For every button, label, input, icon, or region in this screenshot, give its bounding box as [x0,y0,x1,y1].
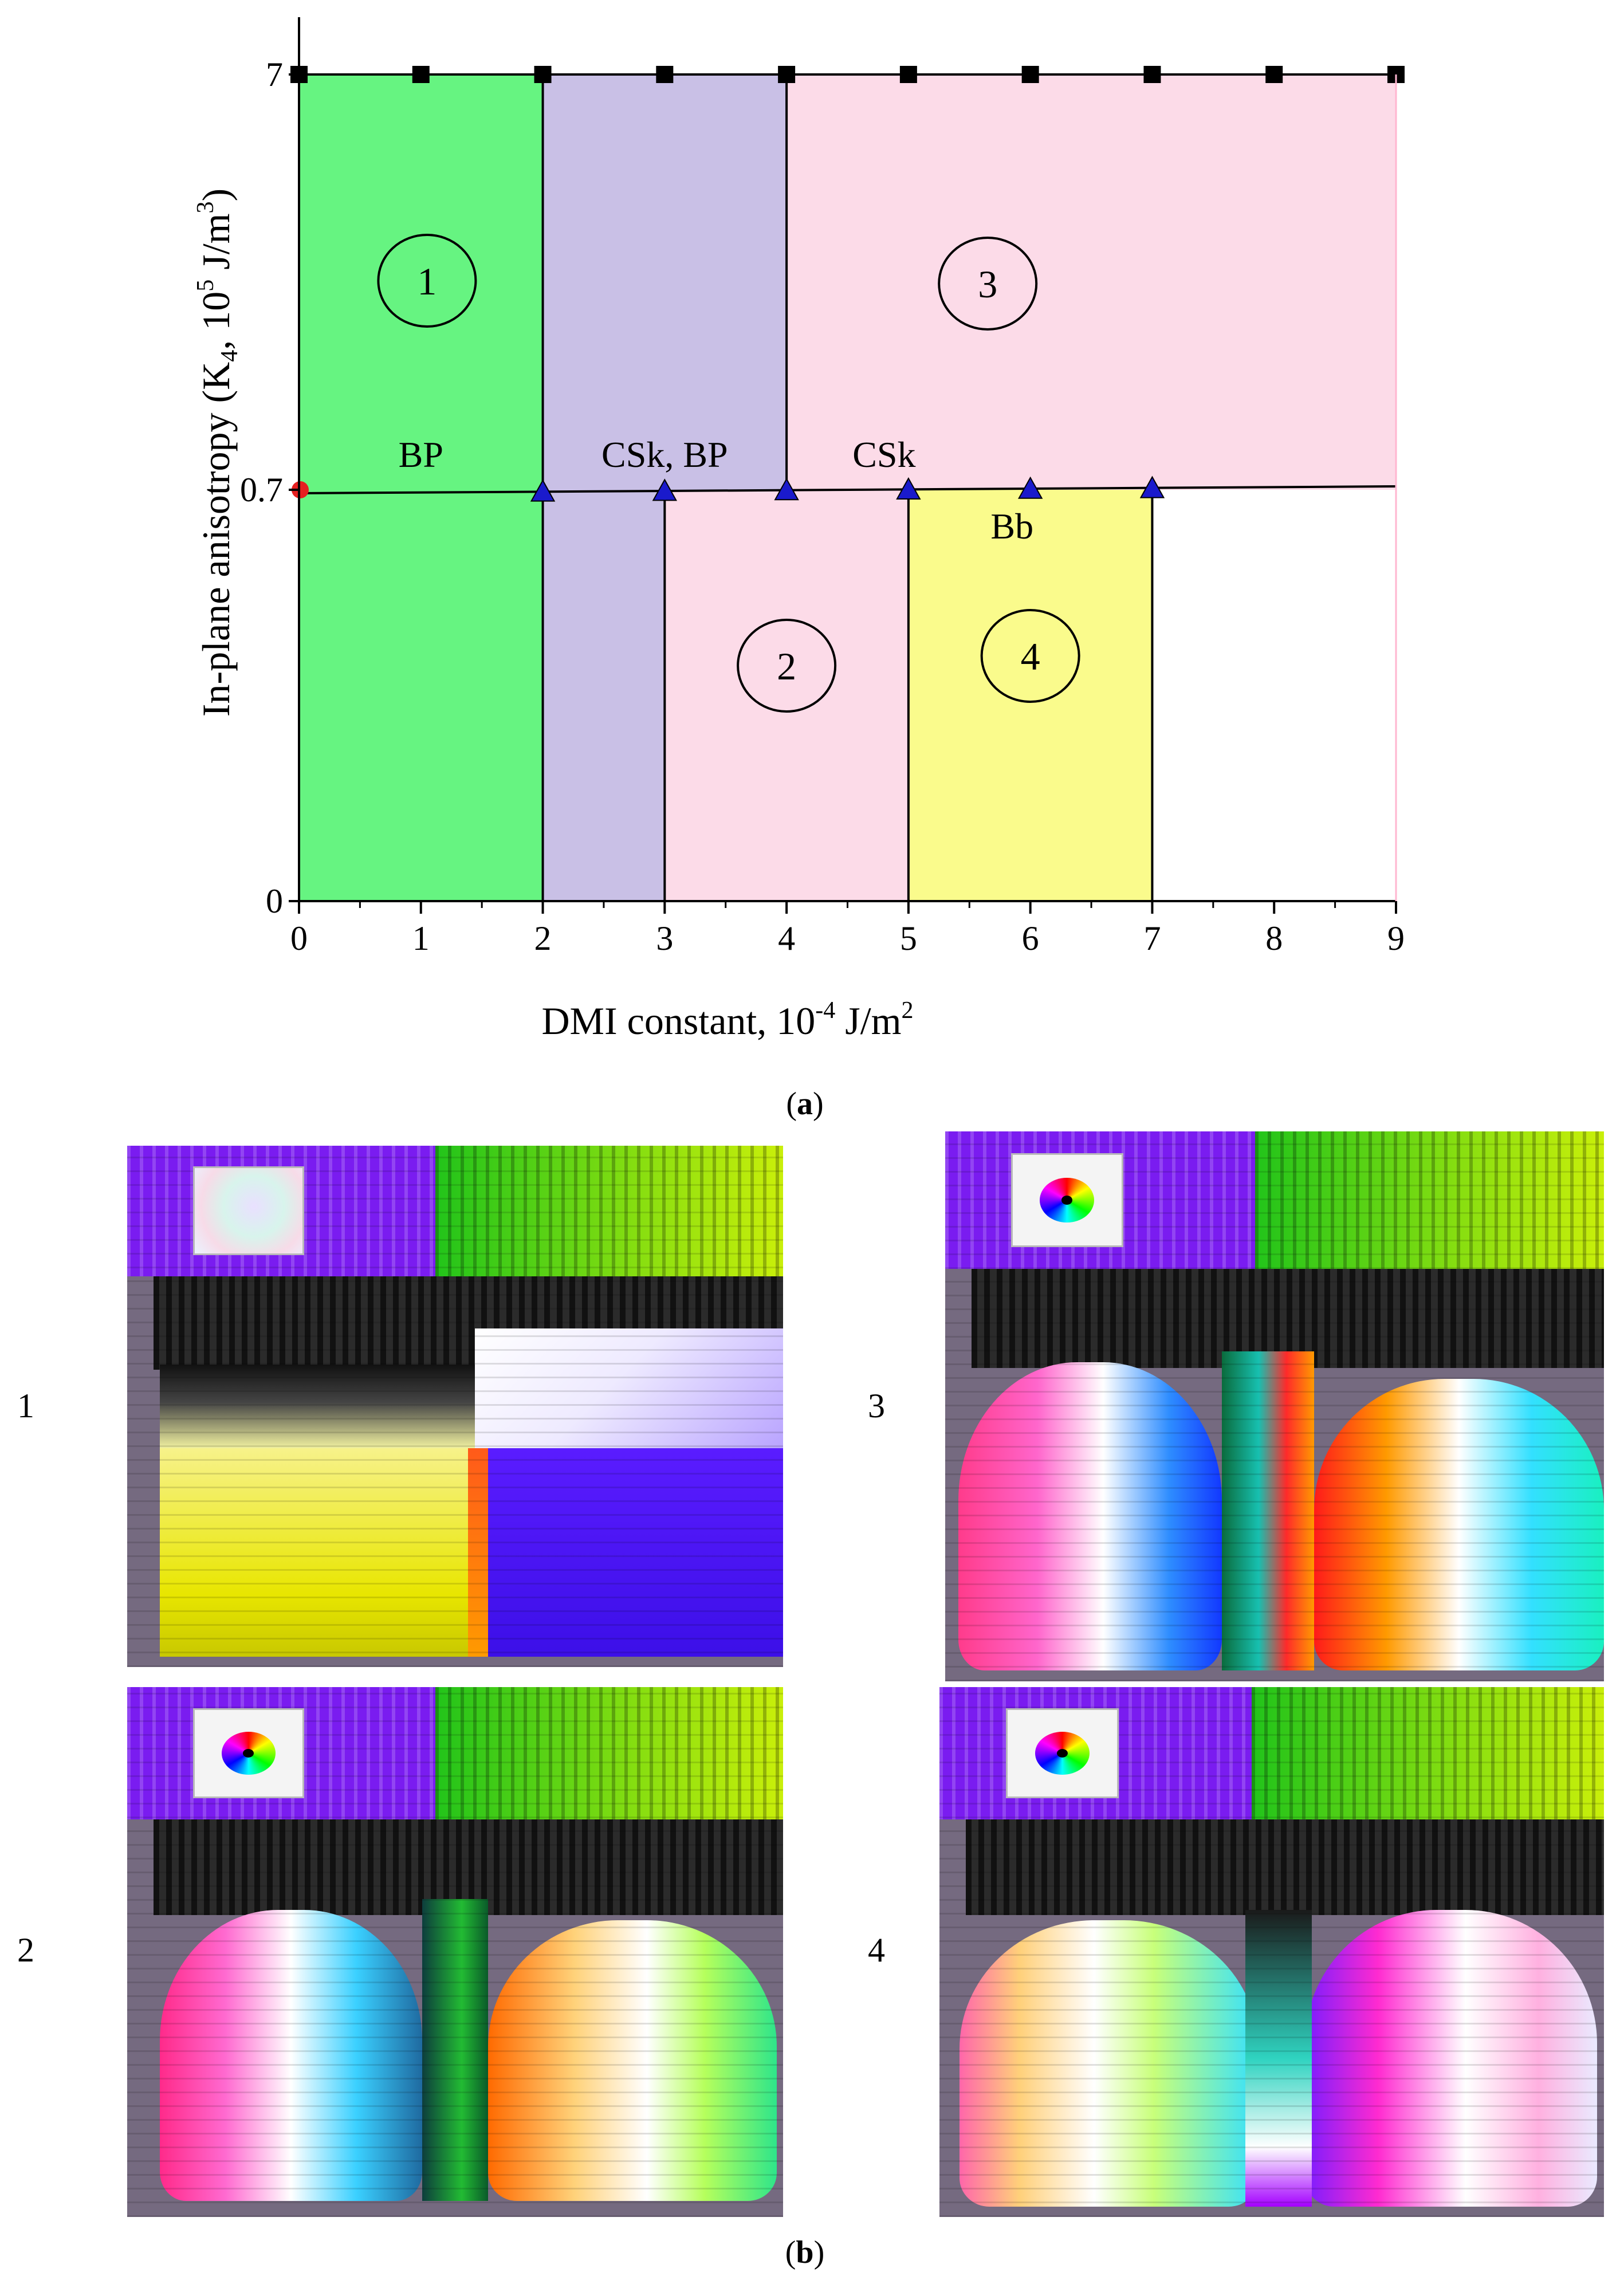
phase-regions [299,74,1396,901]
boundary-y-0-7 [298,485,1397,494]
spin-texture-1 [127,1146,783,1667]
phase-region-5 [664,490,909,901]
x-tick-label-8: 8 [1265,919,1283,957]
region-number-circle-2 [737,619,837,713]
triangle-marker-x4 [774,478,799,501]
phase-label-2: CSk, BP [601,434,728,475]
phase-boundaries [298,73,1397,901]
spin-texture-4 [939,1687,1604,2217]
spin-texture-2 [127,1687,783,2217]
phase-diagram-chart: 0 1 2 3 4 5 6 7 8 9 0 0.7 7 BP CSk, BP CSk Bb 1 3 2 4 DMI c… [192,17,1405,1043]
square-marker-x5 [899,66,917,83]
y-tick-label-0.7: 0.7 [240,471,283,509]
x-tick-label-5: 5 [900,919,917,957]
axes: 0 1 2 3 4 5 6 7 8 9 0 0.7 7 [240,17,1405,957]
phase-region-1 [299,74,543,901]
square-marker-x6 [1021,66,1039,83]
phase-label-3: CSk [852,434,915,475]
x-tick-label-1: 1 [412,919,430,957]
phase-region-4 [787,74,1396,490]
y-axis-label: In-plane anisotropy (K4, 105 J/m3) [192,188,243,717]
panel-b-label-3: 3 [868,1387,885,1425]
region-number-3: 3 [978,262,997,306]
x-tick-label-3: 3 [656,919,673,957]
x-axis-label: DMI constant, 10-4 J/m2 [541,997,913,1043]
region-number-circle-1 [377,234,477,328]
phase-label-4: Bb [990,506,1033,547]
square-marker-x2 [534,66,552,83]
x-tick-label-4: 4 [778,919,795,957]
panel-a-label: (a) [786,1086,824,1122]
x-tick-label-0: 0 [290,919,308,957]
region-number-1: 1 [417,260,437,303]
x-tick-label-2: 2 [534,919,552,957]
square-marker-x4 [778,66,796,83]
x-tick-label-9: 9 [1387,919,1405,957]
spin-texture-3 [945,1131,1604,1681]
square-marker-x1 [412,66,430,83]
panel-b-label-1: 1 [17,1387,34,1425]
region-number-circle-4 [980,609,1080,703]
x-tick-label-6: 6 [1022,919,1039,957]
square-marker-x7 [1143,66,1161,83]
phase-region-2 [542,74,787,490]
region-number-circle-3 [938,237,1038,331]
phase-label-1: BP [399,434,443,475]
x-tick-label-7: 7 [1143,919,1161,957]
phase-region-6 [908,490,1153,901]
phase-region-3 [542,490,665,901]
data-markers [290,66,1405,502]
square-marker-x8 [1265,66,1283,83]
phase-labels: BP CSk, BP CSk Bb 1 3 2 4 [377,234,1080,713]
triangle-marker-x3 [652,478,678,501]
panel-b-label-2: 2 [17,1931,34,1969]
triangle-marker-x5 [896,477,921,500]
triangle-marker-x6 [1017,476,1043,499]
triangle-marker-x2 [530,479,556,502]
region-number-2: 2 [777,644,796,688]
region-number-4: 4 [1021,635,1040,678]
y-tick-label-7: 7 [266,56,283,93]
triangle-marker-x7 [1139,475,1165,498]
y-tick-label-0: 0 [266,882,283,920]
panel-b-label: (b) [785,2235,825,2270]
panel-b-label-4: 4 [868,1931,885,1969]
square-marker-x3 [656,66,674,83]
